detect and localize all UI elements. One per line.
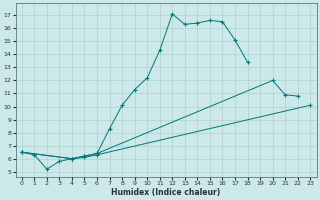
X-axis label: Humidex (Indice chaleur): Humidex (Indice chaleur) — [111, 188, 221, 197]
